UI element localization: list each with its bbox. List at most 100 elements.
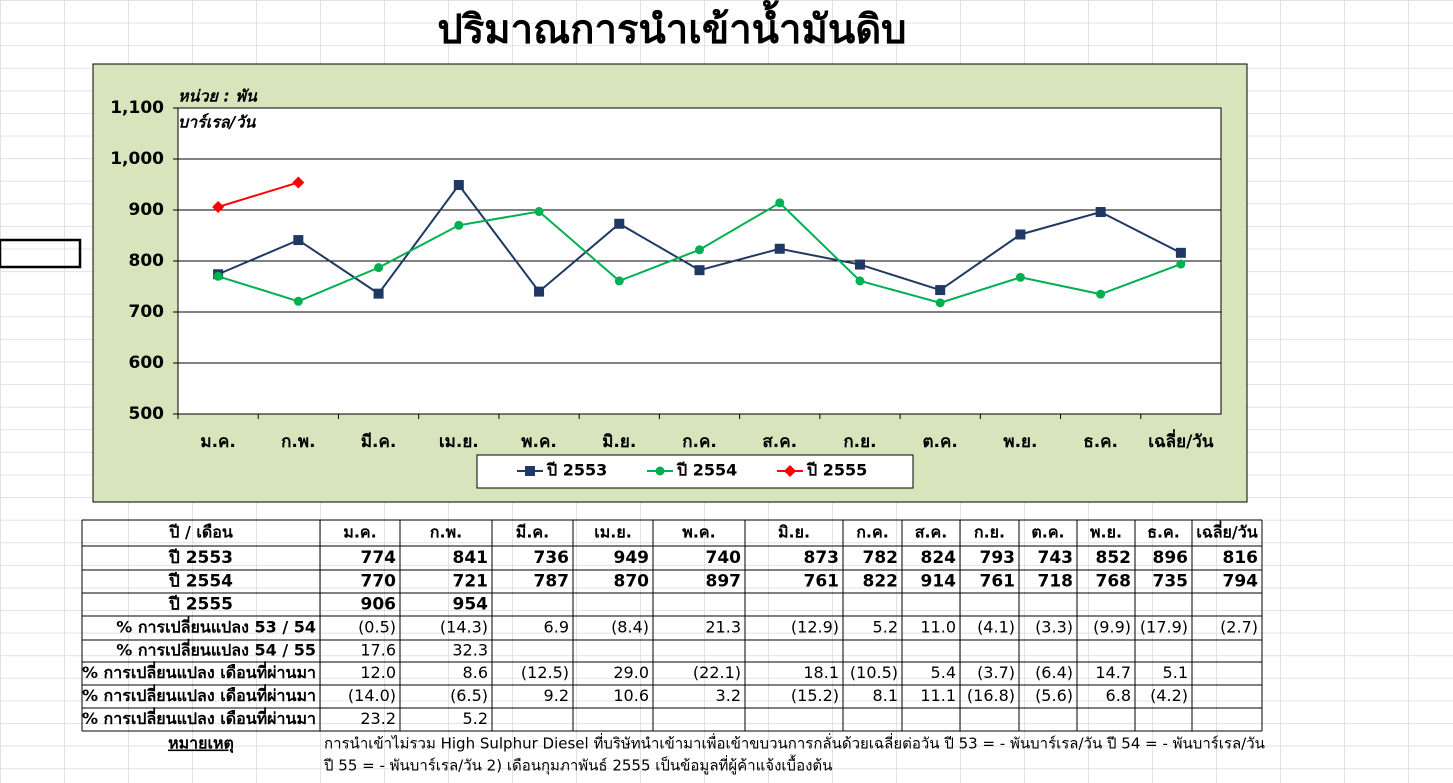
table-cell: (22.1): [693, 663, 741, 682]
chart-title: ปริมาณการนำเข้าน้ำมันดิบ: [437, 0, 906, 53]
table-cell: (16.8): [967, 686, 1015, 705]
table-cell: (17.9): [1140, 618, 1188, 637]
table-cell: 3.2: [716, 686, 741, 705]
table-header: ก.ค.: [856, 523, 889, 542]
table-header: เม.ย.: [594, 523, 632, 542]
y-tick-label: 1,100: [110, 98, 164, 118]
x-tick-label: เฉลี่ย/วัน: [1148, 429, 1214, 452]
table-cell: 10.6: [613, 686, 649, 705]
table-header: ก.พ.: [430, 523, 462, 542]
table-cell: (12.9): [791, 618, 839, 637]
table-cell: 794: [1223, 572, 1259, 592]
table-cell: 5.1: [1163, 663, 1188, 682]
point: [854, 259, 865, 270]
table-cell: (10.5): [850, 663, 898, 682]
table-cell: 768: [1096, 572, 1132, 592]
table-cell: (15.2): [791, 686, 839, 705]
table-cell: 5.2: [873, 618, 898, 637]
row-label: % การเปลี่ยนแปลง เดือนที่ผ่านมา: [82, 661, 316, 682]
table-header: ก.ย.: [974, 523, 1005, 542]
table-header: ส.ค.: [915, 523, 948, 542]
point: [614, 218, 625, 229]
table-cell: 841: [453, 548, 489, 568]
x-tick-label: ก.ค.: [682, 432, 717, 452]
plot-border: [177, 107, 1222, 415]
x-tick-label: ธ.ค.: [1083, 432, 1118, 452]
table-cell: 14.7: [1095, 663, 1131, 682]
point: [525, 466, 535, 476]
table-cell: 6.9: [544, 618, 569, 637]
table-cell: (4.2): [1150, 686, 1188, 705]
point: [935, 285, 946, 296]
table-header: ม.ค.: [343, 523, 376, 542]
table-cell: 873: [804, 548, 840, 568]
legend: [476, 454, 914, 489]
table-header: มี.ค.: [516, 523, 549, 542]
row-label: ปี 2553: [168, 547, 233, 568]
table-cell: 21.3: [705, 618, 741, 637]
table-cell: (6.5): [450, 686, 488, 705]
table-cell: 721: [453, 572, 489, 592]
table-cell: 736: [534, 548, 570, 568]
table-cell: 870: [614, 572, 650, 592]
table-cell: 11.1: [920, 686, 956, 705]
point: [1176, 259, 1186, 269]
table-cell: 18.1: [803, 663, 839, 682]
point: [1095, 207, 1106, 218]
row-label: ปี 2554: [168, 571, 233, 592]
table-cell: 6.8: [1106, 686, 1131, 705]
point: [614, 276, 624, 286]
x-tick-label: ต.ค.: [923, 432, 958, 452]
row-label: % การเปลี่ยนแปลง เดือนที่ผ่านมา: [82, 684, 316, 705]
x-tick-label: มี.ค.: [361, 431, 397, 452]
point: [784, 465, 796, 477]
table-cell: 914: [921, 572, 957, 592]
table-cell: 740: [706, 548, 742, 568]
point: [1175, 247, 1186, 258]
table-cell: 17.6: [360, 641, 396, 660]
table-cell: (3.7): [977, 663, 1015, 682]
series-line: [217, 181, 299, 208]
table-header: ธ.ค.: [1147, 523, 1180, 542]
table-cell: 8.6: [463, 663, 488, 682]
row-label: ปี 2555: [168, 594, 233, 615]
table-cell: (6.4): [1035, 663, 1073, 682]
point: [454, 220, 464, 230]
row-label: % การเปลี่ยนแปลง 54 / 55: [116, 639, 316, 660]
unit-label: บาร์เรล/วัน: [178, 113, 256, 132]
table-header: ปี / เดือน: [168, 523, 233, 542]
row-label: % การเปลี่ยนแปลง 53 / 54: [116, 616, 316, 637]
x-tick-label: พ.ค.: [521, 432, 557, 452]
point: [1096, 289, 1106, 299]
point: [292, 176, 305, 189]
y-tick-label: 900: [129, 200, 165, 220]
point: [1015, 272, 1025, 282]
table-cell: 824: [921, 548, 957, 568]
point: [293, 235, 304, 246]
table-cell: 735: [1153, 572, 1189, 592]
point: [855, 276, 865, 286]
x-tick-label: พ.ย.: [1003, 432, 1037, 452]
table-header: พ.ค.: [682, 523, 715, 542]
point: [775, 198, 785, 208]
y-tick-label: 600: [129, 353, 165, 373]
table-header: ต.ค.: [1031, 523, 1064, 542]
point: [453, 180, 464, 191]
note-text: ปี 55 = - พันบาร์เรล/วัน 2) เดือนกุมภาพั…: [323, 755, 832, 776]
x-tick-label: มิ.ย.: [602, 432, 636, 452]
point: [213, 271, 223, 281]
table-header: มิ.ย.: [778, 523, 810, 542]
point: [534, 207, 544, 217]
y-tick-label: 1,000: [110, 149, 164, 169]
table-cell: 5.4: [931, 663, 956, 682]
table-cell: 743: [1038, 548, 1074, 568]
y-tick-label: 700: [129, 302, 165, 322]
legend-label: ปี 2553: [546, 461, 608, 480]
table-cell: (12.5): [521, 663, 569, 682]
legend-label: ปี 2555: [806, 461, 868, 480]
table-cell: 822: [863, 572, 899, 592]
legend-label: ปี 2554: [676, 461, 738, 480]
note-text: การนำเข้าไม่รวม High Sulphur Diesel ที่บ…: [324, 733, 1265, 753]
point: [655, 466, 665, 476]
